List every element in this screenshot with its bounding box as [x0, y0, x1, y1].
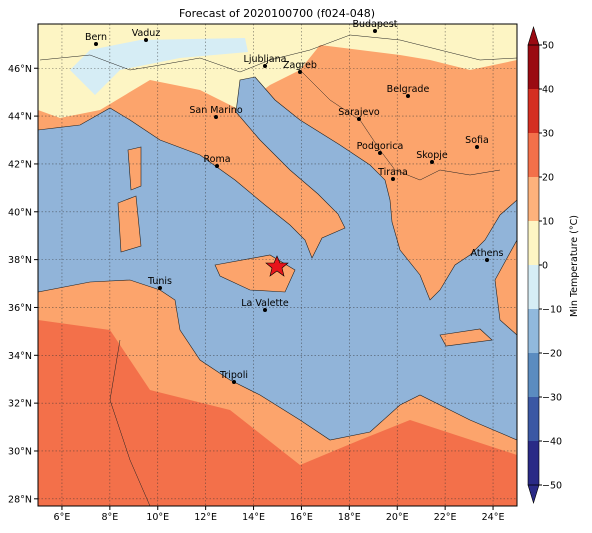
- x-tick-label: 18°E: [338, 512, 361, 523]
- city-label: Sarajevo: [338, 107, 380, 118]
- city-dot: [144, 38, 148, 42]
- map-title: Forecast of 2020100700 (f024-048): [179, 7, 375, 20]
- city-label: La Valette: [241, 298, 289, 309]
- city-dot: [406, 94, 410, 98]
- city-dot: [263, 308, 267, 312]
- colorbar: −50 −40 −30 −20 −10 0 10 20 30 40 50: [527, 25, 562, 505]
- city-dot: [485, 258, 489, 262]
- city-dot: [430, 160, 434, 164]
- colorbar-tick-label: −10: [542, 305, 562, 316]
- city-label: San Marino: [189, 105, 242, 116]
- city-label: Skopje: [416, 150, 448, 161]
- city-label: Zagreb: [283, 60, 317, 71]
- city-dot: [391, 177, 395, 181]
- colorbar-tick-label: 40: [542, 85, 554, 96]
- crete: [439, 328, 493, 347]
- colorbar-extension: [527, 484, 540, 505]
- colorbar-extension: [527, 25, 540, 46]
- city-dot: [298, 70, 302, 74]
- colorbar-bin: [528, 221, 539, 265]
- city-label: Bern: [85, 32, 107, 43]
- colorbar-bin: [528, 89, 539, 133]
- city-label: Tunis: [147, 276, 172, 287]
- city-dot: [357, 117, 361, 121]
- y-tick-label: 28°N: [8, 494, 32, 505]
- corsica: [127, 146, 142, 191]
- city-dot: [215, 164, 219, 168]
- city-dot: [263, 64, 267, 68]
- city-label: Podgorica: [357, 141, 404, 152]
- y-tick-label: 44°N: [8, 112, 32, 123]
- cold-zone: [70, 38, 248, 95]
- colorbar-bin: [528, 397, 539, 441]
- grid: [34, 24, 517, 510]
- colorbar-tick-label: 0: [542, 261, 548, 272]
- colorbar-bin: [528, 177, 539, 221]
- sardinia: [117, 195, 142, 253]
- city-label: Tripoli: [219, 370, 248, 381]
- colorbar-label: Min Temperature (°C): [569, 215, 580, 317]
- city-dot: [94, 42, 98, 46]
- x-tick-label: 14°E: [242, 512, 265, 523]
- colorbar-tick-label: 50: [542, 41, 554, 52]
- city-dot: [475, 145, 479, 149]
- country-border: [109, 339, 151, 507]
- x-tick-label: 8°E: [101, 512, 118, 523]
- colorbar-tick-label: 20: [542, 173, 554, 184]
- colorbar-tick-label: −20: [542, 349, 562, 360]
- x-tick-label: 12°E: [194, 512, 217, 523]
- city-dot: [373, 29, 377, 33]
- colorbar-bin: [528, 265, 539, 309]
- city-dot: [158, 286, 162, 290]
- y-tick-label: 34°N: [8, 351, 32, 362]
- map-frame: [37, 23, 518, 507]
- colorbar-tick-label: −40: [542, 437, 562, 448]
- y-tick-label: 38°N: [8, 255, 32, 266]
- colorbar-tick-label: −30: [542, 393, 562, 404]
- y-tick-label: 46°N: [8, 64, 32, 75]
- x-tick-label: 10°E: [146, 512, 169, 523]
- colorbar-bin: [528, 45, 539, 89]
- city-label: Athens: [471, 248, 504, 259]
- colorbar-tick-label: 10: [542, 217, 554, 228]
- y-tick-label: 42°N: [8, 159, 32, 170]
- country-border: [39, 34, 518, 73]
- colorbar-bin: [528, 309, 539, 353]
- city-label: Ljubljana: [244, 54, 287, 65]
- forecast-location-star: [265, 255, 289, 277]
- colorbar-tick-label: −50: [542, 481, 562, 492]
- y-tick-label: 32°N: [8, 399, 32, 410]
- y-tick-label: 40°N: [8, 207, 32, 218]
- city-label: Tirana: [377, 167, 408, 178]
- city-label: Belgrade: [387, 84, 430, 95]
- city-label: Roma: [203, 154, 230, 165]
- country-border: [299, 69, 501, 181]
- x-tick-label: 16°E: [290, 512, 313, 523]
- x-tick-label: 6°E: [54, 512, 71, 523]
- x-tick-label: 22°E: [434, 512, 457, 523]
- y-tick-label: 36°N: [8, 303, 32, 314]
- city-label: Vaduz: [132, 28, 161, 39]
- colorbar-bin: [528, 353, 539, 397]
- colorbar-bin: [528, 133, 539, 177]
- city-dot: [232, 380, 236, 384]
- city-dot: [378, 151, 382, 155]
- colorbar-bin: [528, 441, 539, 485]
- city-label: Sofia: [465, 135, 489, 146]
- x-tick-label: 20°E: [386, 512, 409, 523]
- map-area: Bern VaduzLjubljanaZagrebBudapestBelgrade…: [34, 19, 518, 510]
- colorbar-tick-label: 30: [542, 129, 554, 140]
- x-tick-label: 24°E: [482, 512, 505, 523]
- y-tick-label: 30°N: [8, 446, 32, 457]
